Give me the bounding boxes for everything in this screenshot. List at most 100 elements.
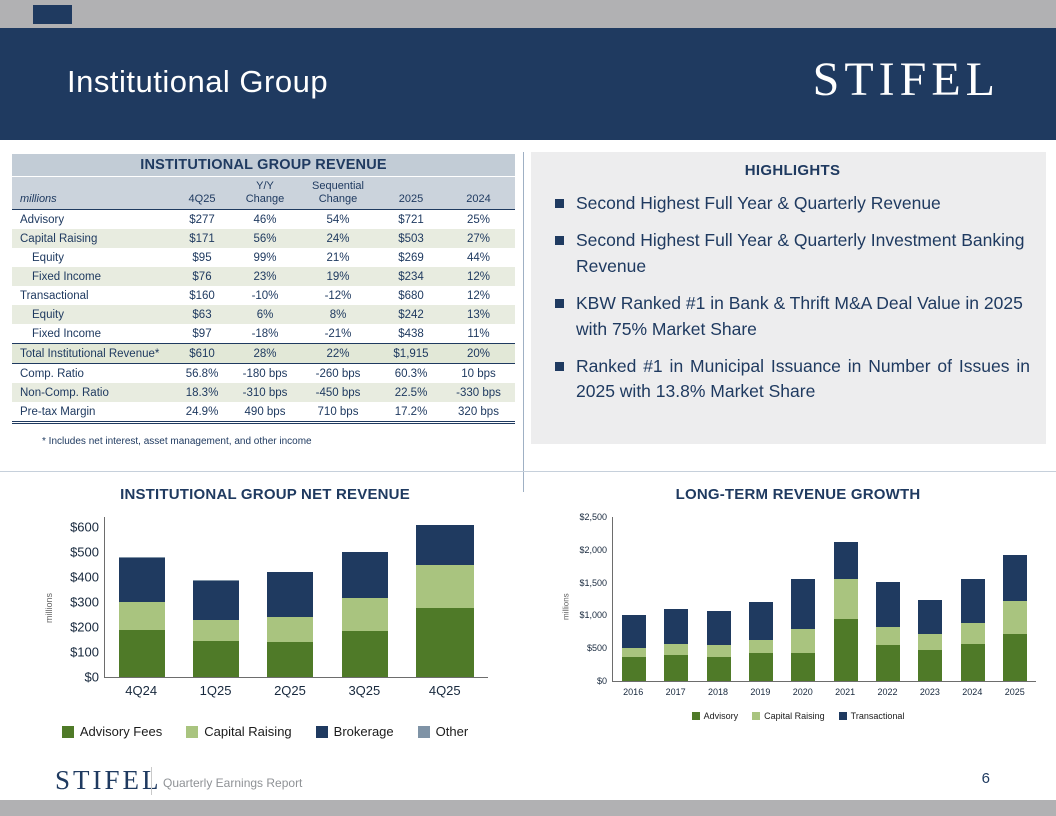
x-tick-label: 2025 <box>1004 687 1025 697</box>
bar-segment-advisory-fees <box>267 642 314 677</box>
row-value: 60.3% <box>394 367 428 380</box>
legend-item: Other <box>417 724 469 739</box>
page-number: 6 <box>981 770 990 787</box>
bar-segment-transactional <box>622 614 647 648</box>
page-title: Institutional Group <box>67 64 329 99</box>
row-value: 490 bps <box>244 405 286 418</box>
chart-legend: Advisory Capital Raising Transactional <box>560 711 1036 721</box>
y-tick-label: $500 <box>586 643 607 654</box>
table-row: Equity $95 99% 21% $269 44% <box>12 248 515 267</box>
chart-body: millions $0 $500 $1,000 $1,500 $2,000 $2,500 … <box>560 512 1036 697</box>
row-value: 6% <box>256 308 274 321</box>
bar-segment-brokerage <box>119 558 166 602</box>
bar-2019 <box>749 517 774 681</box>
row-value: 19% <box>326 270 350 283</box>
x-tick-label: 2020 <box>792 687 813 697</box>
bar-segment-brokerage <box>415 525 474 565</box>
bar-segment-capital-raising <box>875 626 900 645</box>
row-value: $277 <box>189 213 215 226</box>
bar-segment-capital-raising <box>193 619 240 641</box>
table-row: Comp. Ratio 56.8% -180 bps -260 bps 60.3% 10 … <box>12 364 515 384</box>
row-value: $95 <box>192 251 212 264</box>
column-header: millions <box>12 177 170 211</box>
bar-segment-capital-raising <box>341 598 388 631</box>
plot-area <box>612 517 1036 682</box>
bullet-square-icon <box>555 199 564 208</box>
row-value: 320 bps <box>458 405 499 418</box>
long-term-growth-chart: LONG-TERM REVENUE GROWTH millions $0 $500… <box>560 486 1036 721</box>
row-label: Pre-tax Margin <box>20 405 96 418</box>
plot-column: 2016 2017 2018 2019 2020 2021 2022 2023 2024 2025 <box>612 517 1036 697</box>
bar-2025 <box>1002 517 1027 681</box>
legend-swatch-icon <box>691 712 700 720</box>
x-tick-label: 2Q25 <box>274 683 306 698</box>
row-label: Equity <box>32 251 64 264</box>
bar-segment-advisory <box>918 649 943 681</box>
table-row: Pre-tax Margin 24.9% 490 bps 710 bps 17.2% 32… <box>12 402 515 423</box>
row-value: 56.8% <box>185 367 219 380</box>
revenue-table-title: INSTITUTIONAL GROUP REVENUE <box>12 154 515 177</box>
row-value: 27% <box>466 232 491 245</box>
row-value: $76 <box>192 270 212 283</box>
chart-body: millions $0 $100 $200 $300 $400 $500 $600 4Q24… <box>42 517 488 698</box>
footer-report-label: Quarterly Earnings Report <box>163 776 303 790</box>
row-value: $610 <box>170 343 234 365</box>
row-value: -21% <box>324 327 352 340</box>
revenue-table-body: Advisory $277 46% 54% $721 25% Capital Raising… <box>12 210 515 423</box>
bar-segment-transactional <box>833 541 858 580</box>
stifel-logo: STIFEL <box>812 53 1000 106</box>
row-value: 17.2% <box>394 405 428 418</box>
bullet-square-icon <box>555 361 564 371</box>
table-row: Fixed Income $97 -18% -21% $438 11% <box>12 324 515 344</box>
bar-2023 <box>918 517 943 681</box>
row-value: 11% <box>467 327 490 340</box>
bar-segment-transactional <box>706 611 731 645</box>
row-value: $438 <box>398 327 424 340</box>
highlight-text: Second Highest Full Year & Quarterly Inv… <box>576 230 1025 276</box>
bar-segment-brokerage <box>341 552 388 599</box>
legend-swatch-icon <box>838 712 847 720</box>
row-value: 23% <box>253 270 277 283</box>
horizontal-divider <box>0 471 1056 472</box>
legend-item: Capital Raising <box>186 724 292 739</box>
footer-stifel-logo: STIFEL <box>55 765 162 795</box>
bar-segment-advisory <box>749 652 774 681</box>
bar-2018 <box>706 517 731 681</box>
row-value: $97 <box>192 327 212 340</box>
legend-swatch-icon <box>61 725 74 738</box>
row-value: -18% <box>251 327 279 340</box>
bar-segment-advisory-fees <box>415 607 474 677</box>
row-value: 24% <box>326 232 350 245</box>
x-tick-label: 3Q25 <box>348 683 381 698</box>
footer-divider <box>151 767 152 795</box>
bar-segment-capital-raising <box>960 622 985 645</box>
row-value: -10% <box>251 289 279 302</box>
row-value: $680 <box>398 289 424 302</box>
row-label: Capital Raising <box>20 232 98 245</box>
highlights-panel: HIGHLIGHTS Second Highest Full Year & Qu… <box>531 152 1046 444</box>
legend-swatch-icon <box>186 725 199 738</box>
row-value: 25% <box>466 213 491 226</box>
highlights-title: HIGHLIGHTS <box>744 162 841 179</box>
bar-segment-brokerage <box>193 580 240 620</box>
bar-segment-brokerage <box>267 572 314 617</box>
bar-segment-transactional <box>918 600 943 635</box>
x-axis: 2016 2017 2018 2019 2020 2021 2022 2023 2024 2025 <box>612 687 1036 697</box>
row-label: Comp. Ratio <box>20 367 84 380</box>
column-header: Sequential Change <box>296 177 380 211</box>
legend-label: Advisory Fees <box>79 724 163 739</box>
x-tick-label: 2019 <box>750 687 771 697</box>
revenue-table-panel: INSTITUTIONAL GROUP REVENUE millions 4Q25… <box>12 154 515 447</box>
bar-segment-capital-raising <box>119 602 166 630</box>
table-row: Capital Raising $171 56% 24% $503 27% <box>12 229 515 249</box>
bar-segment-transactional <box>791 578 816 629</box>
row-value: 24.9% <box>185 405 219 418</box>
y-tick-label: $2,500 <box>579 512 607 522</box>
row-value: 56% <box>253 232 277 245</box>
highlights-list: Second Highest Full Year & Quarterly Rev… <box>555 191 1030 405</box>
row-value: $269 <box>398 251 424 264</box>
legend-label: Other <box>435 724 469 739</box>
bar-4Q25 <box>415 517 474 677</box>
revenue-table: millions 4Q25 Y/Y Change Sequential Change 2… <box>12 177 515 425</box>
